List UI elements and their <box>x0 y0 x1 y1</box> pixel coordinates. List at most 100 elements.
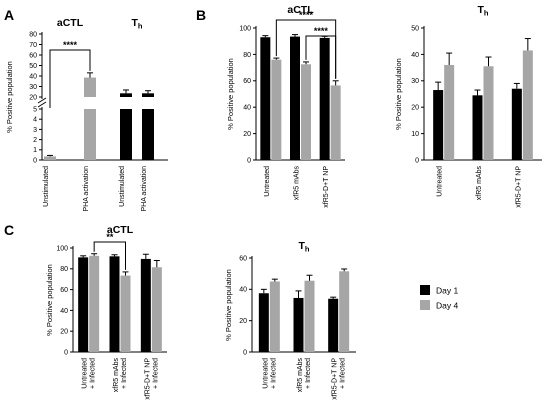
chart-b2: Th 0 10 20 30 40 50 % Positive population Untrea… <box>394 4 542 208</box>
error-bar-day1-2 <box>111 254 118 257</box>
error-bar-day4-3 <box>332 80 339 86</box>
panel-label-a: A <box>4 7 14 23</box>
significance-bracket-2: **** <box>305 26 337 79</box>
x-tick-label-3-line-2: + Infected <box>152 358 159 389</box>
x-tick-label-3: xfR5-D+T NP <box>515 166 522 208</box>
error-bar-day1-2 <box>292 34 298 37</box>
y-tick-label: 80 <box>243 52 251 59</box>
y-tick-label: 2 <box>33 137 37 144</box>
x-tick-label-2-group: xfR5 mAbs + Infected <box>113 358 128 393</box>
y-tick-label: 100 <box>239 25 251 32</box>
x-tick-label-2-line-2: + Infected <box>305 358 312 389</box>
legend: Day 1 Day 4 <box>420 285 458 311</box>
bar-2-1-lower <box>120 109 132 160</box>
bar-2-2-upper <box>142 93 154 97</box>
error-bar-day4-1 <box>271 278 278 282</box>
bar-day4-2 <box>483 66 494 160</box>
y-tick-label: 3 <box>33 127 37 134</box>
bar-day1-3 <box>511 88 522 160</box>
error-bar-day4-3 <box>524 38 531 51</box>
y-tick-label: 60 <box>29 52 37 59</box>
y-tick-label: 40 <box>29 73 37 80</box>
y-tick-label: 5 <box>33 106 37 113</box>
bar-1-2-upper <box>84 77 96 97</box>
y-tick-label: 100 <box>56 245 68 252</box>
error-bar-day4-1 <box>446 52 453 65</box>
bar-day1-2 <box>472 95 483 160</box>
y-tick-label: 20 <box>243 131 251 138</box>
significance-label: ** <box>106 232 114 242</box>
x-tick-label-1-group: Untreated <box>264 166 271 197</box>
error-bar-day1-1 <box>260 288 267 294</box>
y-tick-label: 60 <box>60 287 68 294</box>
x-tick-label-1: Untreated <box>264 166 271 197</box>
y-tick-label: 0 <box>33 157 37 164</box>
chart-title: Th <box>477 4 488 18</box>
y-tick-label: 40 <box>239 287 247 294</box>
y-tick-label: 1 <box>33 147 37 154</box>
bracket-line <box>305 35 337 79</box>
y-tick-label: 40 <box>243 105 251 112</box>
y-tick-label: 30 <box>29 84 37 91</box>
x-tick-label-2-line-1: xfR5 mAbs <box>113 358 120 393</box>
axis-break-mark <box>37 101 47 108</box>
bar-2-2-lower <box>142 109 154 160</box>
error-bar-day1-3 <box>321 35 328 38</box>
bar-day4-1 <box>269 281 280 352</box>
bar-day4-1 <box>271 59 282 160</box>
panel-label-c: C <box>4 222 14 238</box>
x-tick-label-2-group: xfR5 mAbs + Infected <box>297 358 312 393</box>
y-tick-label: 80 <box>60 266 68 273</box>
bar-day1-1 <box>258 293 269 352</box>
bar-day4-1 <box>444 64 455 160</box>
error-bar-day4-2 <box>303 61 309 65</box>
y-tick-label: 60 <box>243 78 251 85</box>
error-bar-day1-1 <box>262 35 269 38</box>
chart-c1: aCTL 0 20 40 60 80 100 % Positive population Unt… <box>45 224 167 400</box>
axis-break-mark <box>37 97 47 104</box>
x-tick-label-1-line-2: + Infected <box>270 358 277 389</box>
x-tick-label-2: xfR5 mAbs <box>294 166 301 201</box>
x-tick-label-1: Untreated <box>437 166 444 197</box>
error-bar-day4-2 <box>122 271 129 276</box>
x-tick-label-1-2: PHA activation <box>83 166 90 212</box>
x-tick-label-1-2-group: PHA activation <box>83 166 90 212</box>
significance-bracket: **** <box>49 40 91 108</box>
x-tick-label-3-line-1: xfR5-D+T NP <box>332 358 339 400</box>
x-tick-label-3-line-1: xfR5-D+T NP <box>144 358 151 400</box>
legend-label-day1: Day 1 <box>436 286 458 296</box>
y-tick-label: 20 <box>239 318 247 325</box>
x-tick-label-2-group: xfR5 mAbs <box>294 166 301 201</box>
error-bar-day1-1 <box>80 255 87 258</box>
bar-day1-3 <box>140 258 151 352</box>
error-bar-day1-2 <box>474 89 481 96</box>
y-tick-label: 4 <box>33 117 37 124</box>
error-bar-2-2 <box>145 90 151 94</box>
x-tick-label-1-group: Untreated <box>437 166 444 197</box>
error-bar-day4-2 <box>306 274 313 281</box>
y-axis-label: % Positive population <box>45 264 54 336</box>
error-bar-1-1 <box>47 154 53 157</box>
bracket-line <box>93 241 126 270</box>
chart-title: aCTL <box>107 224 134 236</box>
chart-b1: aCTL 0 20 40 60 80 100 % Positive population Unt… <box>226 4 345 208</box>
x-tick-label-2-line-1: xfR5 mAbs <box>297 358 304 393</box>
bracket-line <box>49 49 91 108</box>
significance-label: **** <box>63 40 78 50</box>
legend-swatch-day1 <box>420 285 430 295</box>
error-bar-day4-3 <box>153 259 160 268</box>
bar-day4-2 <box>120 275 131 352</box>
x-tick-label-2: xfR5 mAbs <box>476 166 483 201</box>
significance-bracket-1: ** <box>93 232 126 270</box>
x-tick-label-2-2-group: PHA activation <box>141 166 148 212</box>
x-tick-label-3-group: xfR5-D+T NP + Infected <box>332 358 347 400</box>
bar-day1-3 <box>319 37 330 160</box>
error-bar-day4-1 <box>91 253 98 256</box>
y-tick-label: 40 <box>411 52 419 59</box>
error-bar-day4-1 <box>273 57 280 60</box>
error-bar-day4-3 <box>341 268 348 272</box>
bar-day4-3 <box>339 271 350 352</box>
x-tick-label-1-line-2: + Infected <box>90 358 97 389</box>
